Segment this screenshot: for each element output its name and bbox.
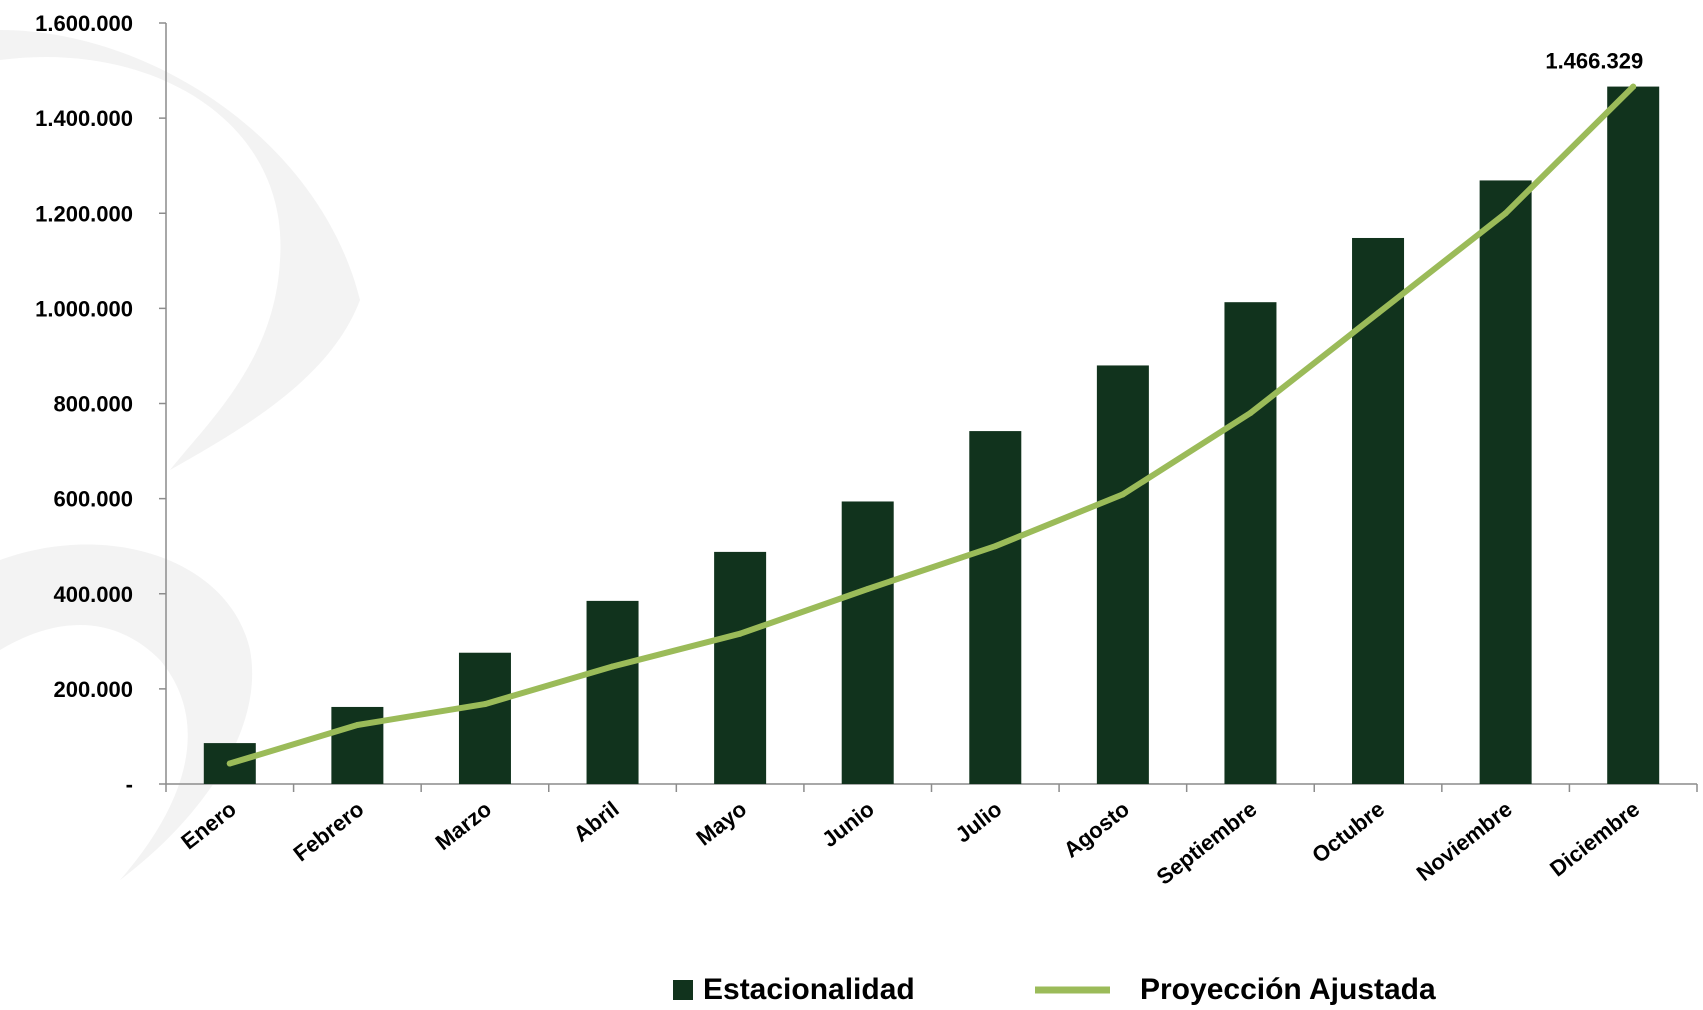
- x-tick-label: Febrero: [289, 796, 369, 866]
- bar-estacionalidad: [586, 600, 639, 784]
- point-proyeccion-ajustada: [226, 760, 233, 767]
- y-tick-label: 600.000: [53, 487, 133, 512]
- y-tick-label: 400.000: [53, 582, 133, 607]
- labels-layer: 1.466.329: [1545, 49, 1643, 74]
- point-proyeccion-ajustada: [992, 543, 999, 550]
- y-tick-label: 1.400.000: [35, 106, 133, 131]
- y-tick-label: -: [126, 772, 133, 797]
- y-tick-label: 200.000: [53, 677, 133, 702]
- bar-estacionalidad: [969, 431, 1022, 784]
- point-proyeccion-ajustada: [737, 630, 744, 637]
- x-tick-label: Septiembre: [1152, 796, 1262, 889]
- point-proyeccion-ajustada: [354, 722, 361, 729]
- watermark-swirl-lower: [0, 544, 253, 880]
- x-tick-label: Octubre: [1307, 796, 1389, 868]
- y-tick-label: 1.000.000: [35, 296, 133, 321]
- bar-estacionalidad: [1096, 365, 1149, 784]
- line-proyeccion-ajustada: [226, 83, 1637, 767]
- point-proyeccion-ajustada: [1119, 491, 1126, 498]
- bar-estacionalidad: [714, 551, 767, 784]
- watermark-logo: [0, 30, 360, 880]
- x-tick-label: Julio: [951, 796, 1007, 847]
- bars-layer: [203, 86, 1660, 785]
- legend-label-estacionalidad: Estacionalidad: [703, 973, 915, 1005]
- y-tick-label: 1.600.000: [35, 11, 133, 36]
- x-tick-label: Junio: [817, 796, 879, 852]
- x-tick-label: Marzo: [431, 796, 496, 855]
- point-proyeccion-ajustada: [864, 585, 871, 592]
- legend: Estacionalidad Proyección Ajustada: [673, 973, 1436, 1006]
- bar-estacionalidad: [1607, 86, 1660, 784]
- point-proyeccion-ajustada: [1502, 210, 1509, 217]
- x-tick-label: Mayo: [691, 796, 751, 850]
- legend-label-proyeccion: Proyección Ajustada: [1140, 973, 1436, 1005]
- bar-estacionalidad: [331, 706, 384, 784]
- bar-estacionalidad: [841, 501, 894, 784]
- x-tick-label: Abril: [569, 796, 624, 847]
- y-tick-label: 800.000: [53, 392, 133, 417]
- point-proyeccion-ajustada: [1375, 310, 1382, 317]
- point-proyeccion-ajustada: [1630, 83, 1637, 90]
- bar-estacionalidad: [1224, 302, 1277, 784]
- point-proyeccion-ajustada: [1247, 410, 1254, 417]
- x-tick-label: Agosto: [1059, 796, 1134, 862]
- data-label: 1.466.329: [1545, 49, 1643, 74]
- line-layer: [226, 83, 1637, 767]
- legend-swatch-estacionalidad: [673, 980, 693, 1000]
- watermark-swirl-upper: [0, 30, 360, 470]
- y-tick-label: 1.200.000: [35, 201, 133, 226]
- bar-estacionalidad: [458, 652, 511, 784]
- bar-estacionalidad: [1479, 180, 1532, 784]
- point-proyeccion-ajustada: [609, 663, 616, 670]
- point-proyeccion-ajustada: [481, 701, 488, 708]
- x-tick-label: Noviembre: [1412, 796, 1517, 886]
- bar-estacionalidad: [1352, 237, 1405, 785]
- x-tick-label: Diciembre: [1545, 796, 1644, 881]
